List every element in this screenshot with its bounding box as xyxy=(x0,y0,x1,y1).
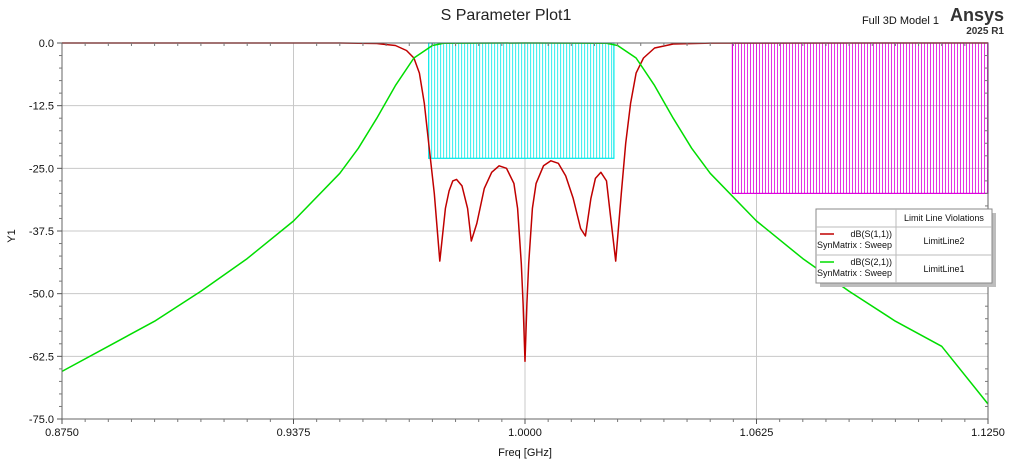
y-tick-label: -50.0 xyxy=(29,289,54,301)
legend-series-name-s21: dB(S(2,1)) xyxy=(850,257,892,267)
y-axis-label: Y1 xyxy=(6,229,18,242)
x-tick-label: 1.0000 xyxy=(508,427,542,439)
limit-lines xyxy=(428,42,989,194)
legend-series-setup-s11: SynMatrix : Sweep xyxy=(817,240,892,250)
legend-header: Limit Line Violations xyxy=(904,213,984,223)
x-tick-label: 1.0625 xyxy=(740,427,774,439)
legend-violation-s21: LimitLine1 xyxy=(923,264,964,274)
limit-line-outline xyxy=(731,42,989,194)
legend-series-name-s11: dB(S(1,1)) xyxy=(850,229,892,239)
x-tick-label: 1.1250 xyxy=(971,427,1005,439)
x-tick-label: 0.9375 xyxy=(277,427,311,439)
y-tick-label: -75.0 xyxy=(29,414,54,426)
limit-line-region-2 xyxy=(731,42,989,194)
model-label: Full 3D Model 1 xyxy=(862,15,939,27)
x-axis-label: Freq [GHz] xyxy=(498,447,552,459)
brand-logo: Ansys xyxy=(950,5,1004,25)
series-line-s11 xyxy=(62,42,989,363)
y-tick-label: 0.0 xyxy=(39,38,54,50)
y-tick-label: -12.5 xyxy=(29,101,54,113)
y-tick-label: -37.5 xyxy=(29,226,54,238)
legend-box xyxy=(815,208,993,284)
chart-title: S Parameter Plot1 xyxy=(441,7,572,24)
x-tick-label: 0.8750 xyxy=(45,427,79,439)
y-tick-label: -25.0 xyxy=(29,163,54,175)
legend[interactable]: Limit Line Violations dB(S(1,1)) SynMatr… xyxy=(815,208,996,287)
limit-line-region-1 xyxy=(428,42,615,159)
axis-tick-labels: 0.8750 0.9375 1.0000 1.0625 1.1250 0.0 -12.5 -2… xyxy=(29,38,1005,439)
legend-series-setup-s21: SynMatrix : Sweep xyxy=(817,268,892,278)
y-tick-label: -62.5 xyxy=(29,351,54,363)
legend-violation-s11: LimitLine2 xyxy=(923,236,964,246)
axis-ticks xyxy=(57,42,989,424)
version-label: 2025 R1 xyxy=(966,26,1004,37)
